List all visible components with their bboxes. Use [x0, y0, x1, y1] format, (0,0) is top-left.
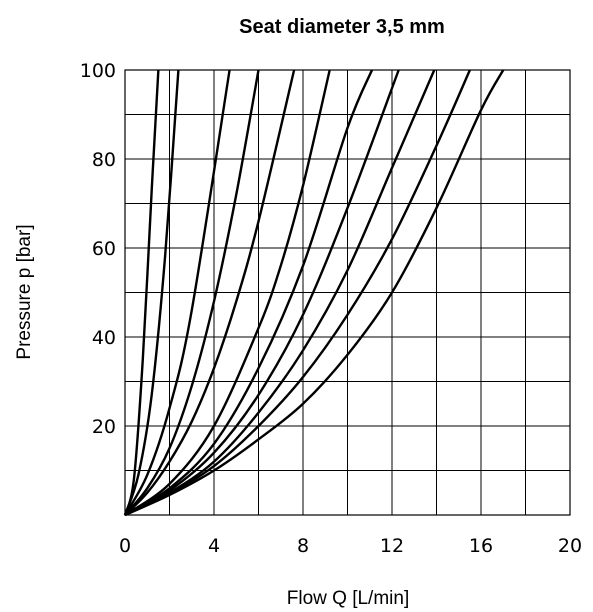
curve-10 [124, 69, 471, 517]
curve-5 [124, 69, 296, 516]
curve-2 [123, 69, 180, 516]
x-tick-label: 4 [208, 535, 220, 557]
y-tick-label: 100 [80, 60, 116, 82]
x-tick-label: 0 [119, 535, 131, 557]
curve-3 [123, 69, 231, 516]
curve-4 [124, 69, 260, 516]
curve-6 [124, 69, 331, 516]
y-axis-label: Pressure p [bar] [14, 224, 35, 359]
x-axis-label: Flow Q [L/min] [287, 588, 409, 609]
curves [123, 69, 505, 517]
curve-7 [124, 69, 374, 517]
x-tick-label: 20 [558, 535, 582, 557]
curve-8 [124, 69, 400, 517]
curve-1 [123, 69, 160, 516]
y-tick-label: 80 [92, 149, 116, 171]
y-tick-label: 40 [92, 327, 116, 349]
chart-title: Seat diameter 3,5 mm [239, 16, 445, 38]
curve-11 [124, 69, 505, 517]
x-tick-label: 12 [380, 535, 404, 557]
curve-9 [124, 69, 436, 517]
grid [124, 69, 571, 516]
x-tick-labels: 0 4 8 12 16 20 [119, 535, 582, 557]
plot-frame [124, 69, 571, 516]
x-tick-label: 16 [469, 535, 493, 557]
x-tick-label: 8 [297, 535, 309, 557]
y-tick-label: 60 [92, 238, 116, 260]
y-tick-label: 20 [92, 416, 116, 438]
y-tick-labels: 20 40 60 80 100 [80, 60, 116, 438]
